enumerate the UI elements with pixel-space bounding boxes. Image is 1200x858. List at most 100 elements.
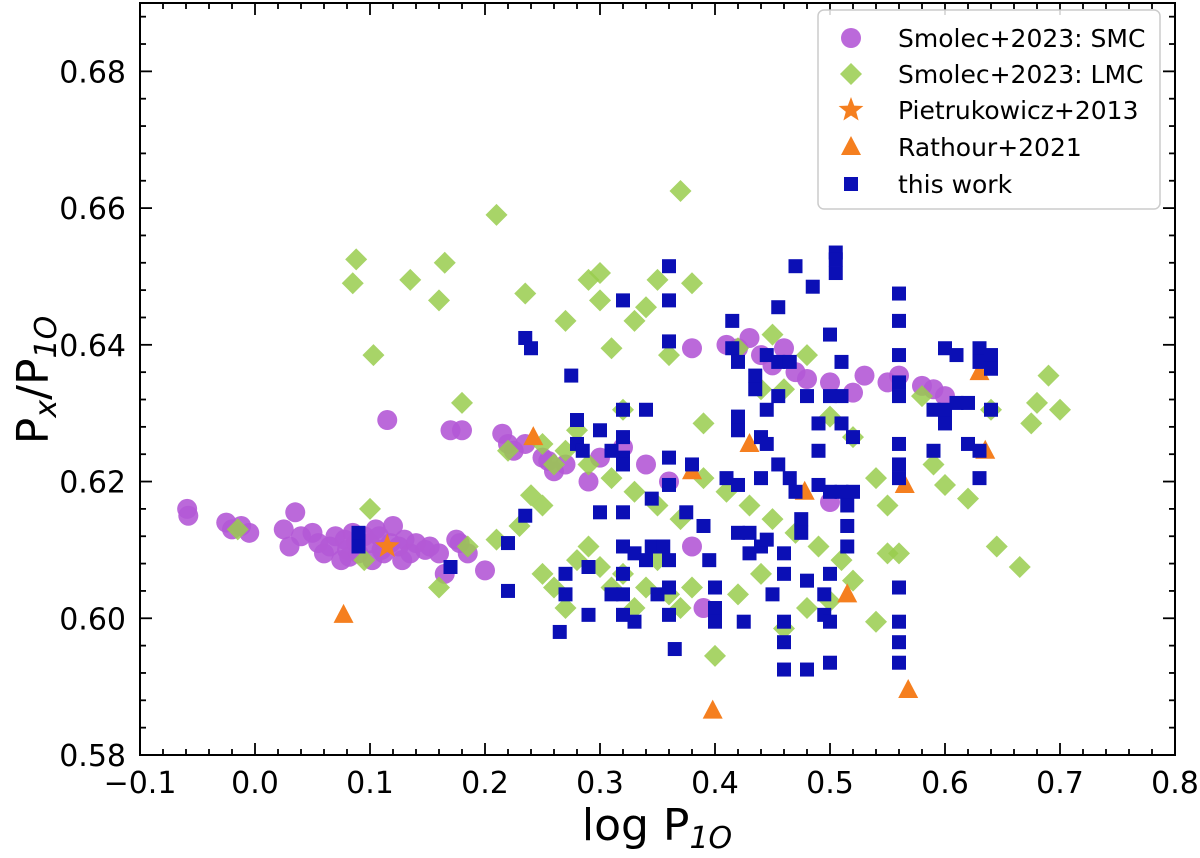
data-point-diamond	[433, 251, 456, 274]
data-point-square	[892, 375, 906, 390]
data-point-square	[800, 389, 814, 404]
data-point-diamond	[428, 289, 450, 312]
data-point-square	[984, 361, 998, 376]
data-point-square	[834, 484, 849, 499]
legend-symbol-triangle	[841, 136, 861, 155]
data-point-diamond	[623, 480, 646, 503]
data-point-circle	[555, 454, 576, 475]
data-point-square	[972, 443, 987, 458]
data-point-diamond	[888, 542, 910, 565]
data-point-square	[892, 286, 906, 301]
data-point-square	[593, 505, 607, 520]
y-axis-title-sub1: x	[29, 400, 64, 419]
legend-symbols	[838, 28, 864, 191]
legend-symbol-star	[838, 97, 864, 121]
data-point-diamond	[911, 385, 933, 408]
data-point-square	[570, 413, 584, 428]
data-point-diamond	[985, 535, 1008, 558]
data-point-triangle	[333, 603, 354, 623]
data-point-triangle	[739, 432, 760, 452]
data-point-circle	[383, 515, 403, 536]
data-point-diamond	[865, 467, 887, 490]
data-point-diamond	[796, 597, 818, 620]
data-point-square	[742, 525, 757, 540]
axis-ticks	[139, 3, 1176, 756]
data-point-circle	[636, 454, 656, 475]
data-point-circle	[820, 372, 840, 393]
data-point-square	[662, 580, 676, 595]
data-point-square	[771, 300, 786, 315]
y-tick-label: 0.58	[59, 739, 126, 774]
data-point-square	[777, 566, 791, 581]
data-markers	[177, 180, 1071, 719]
data-point-square	[736, 614, 751, 629]
data-point-square	[581, 607, 596, 622]
data-point-diamond	[1008, 556, 1031, 578]
data-point-square	[817, 587, 832, 602]
data-point-square	[782, 354, 797, 369]
data-point-square	[972, 354, 987, 369]
data-point-square	[846, 484, 860, 499]
data-point-square	[926, 443, 941, 458]
data-point-diamond	[704, 644, 726, 667]
data-point-square	[708, 580, 722, 595]
y-axis-title-p2: /P	[8, 359, 59, 400]
data-point-diamond	[600, 337, 623, 360]
data-point-square	[725, 341, 740, 356]
data-point-square	[938, 341, 952, 356]
data-point-square	[616, 457, 630, 472]
data-point-square	[811, 477, 826, 492]
legend-symbol-square	[844, 177, 858, 191]
legend-label-this-work: this work	[898, 170, 1013, 199]
data-point-square	[558, 587, 573, 602]
legend-label-pietrukowicz: Pietrukowicz+2013	[898, 96, 1139, 125]
series-square-group	[351, 245, 998, 677]
data-point-diamond	[359, 497, 381, 520]
data-point-diamond	[485, 203, 508, 226]
data-point-square	[731, 409, 745, 424]
data-point-square	[662, 553, 676, 568]
data-point-diamond	[353, 549, 376, 572]
legend-symbol-circle	[841, 28, 861, 48]
data-point-diamond	[1037, 364, 1060, 387]
legend: Smolec+2023: SMC Smolec+2023: LMC Pietru…	[817, 9, 1161, 210]
data-point-square	[794, 525, 809, 540]
data-point-square	[759, 348, 774, 363]
data-point-diamond	[658, 344, 680, 367]
data-point-square	[834, 416, 849, 431]
data-point-square	[742, 546, 757, 561]
data-point-square	[788, 484, 803, 499]
data-point-diamond	[531, 494, 554, 517]
data-point-square	[501, 583, 515, 598]
data-point-circle	[774, 338, 794, 359]
data-point-square	[719, 471, 734, 486]
data-point-diamond	[226, 518, 249, 541]
data-point-diamond	[428, 576, 450, 599]
data-point-square	[650, 587, 665, 602]
data-point-square	[662, 293, 676, 308]
data-point-square	[771, 354, 786, 369]
data-point-square	[892, 348, 906, 363]
data-point-square	[708, 601, 722, 616]
data-point-diamond	[727, 583, 749, 606]
data-point-square	[731, 423, 745, 438]
data-point-square	[696, 518, 711, 533]
data-point-triangle	[702, 699, 723, 719]
data-point-diamond	[577, 453, 600, 476]
data-point-square	[892, 389, 906, 404]
data-point-square	[777, 662, 791, 677]
data-point-diamond	[761, 508, 784, 531]
data-point-square	[972, 471, 987, 486]
data-point-square	[501, 536, 515, 551]
data-point-diamond	[830, 549, 853, 572]
y-axis-title-p1: P	[8, 418, 59, 445]
data-point-square	[840, 518, 855, 533]
data-point-diamond	[681, 576, 703, 599]
data-point-square	[840, 539, 855, 554]
data-point-square	[846, 430, 860, 445]
data-point-square	[639, 553, 653, 568]
data-point-square	[759, 436, 774, 451]
data-point-square	[524, 341, 538, 356]
x-tick-label: 0.7	[1036, 766, 1084, 801]
data-point-circle	[475, 560, 495, 581]
